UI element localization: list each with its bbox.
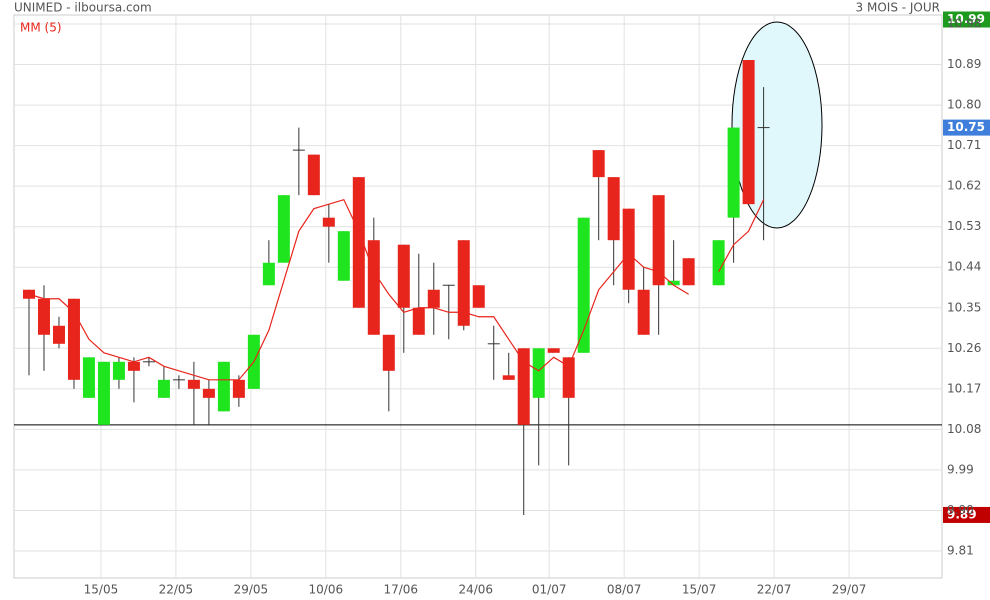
chart-title: UNIMED - ilboursa.com bbox=[14, 1, 152, 15]
candle-body bbox=[97, 361, 110, 425]
candle-body bbox=[712, 240, 725, 286]
candle-body bbox=[382, 334, 395, 371]
x-tick-label: 15/07 bbox=[682, 583, 717, 597]
candle-body bbox=[682, 258, 695, 286]
candle-body bbox=[502, 375, 515, 380]
candle-body bbox=[607, 177, 620, 241]
x-tick-label: 29/05 bbox=[234, 583, 269, 597]
candle-body bbox=[307, 154, 320, 196]
candle-body bbox=[667, 280, 680, 286]
candle-body bbox=[112, 361, 125, 380]
y-tick-label: 10.71 bbox=[947, 138, 981, 152]
y-tick-label: 10.89 bbox=[947, 57, 981, 71]
candle-body bbox=[532, 348, 545, 398]
candle-body bbox=[232, 379, 245, 398]
x-tick-label: 24/06 bbox=[458, 583, 493, 597]
x-tick-label: 29/07 bbox=[832, 583, 867, 597]
price-tag-label: 10.99 bbox=[947, 12, 985, 26]
x-tick-label: 17/06 bbox=[383, 583, 418, 597]
candle-body bbox=[547, 348, 560, 353]
price-tag-label: 10.75 bbox=[947, 120, 985, 134]
candle-body bbox=[397, 244, 410, 308]
candle-body bbox=[262, 262, 275, 286]
candle-body bbox=[22, 289, 35, 299]
y-tick-label: 10.80 bbox=[947, 98, 981, 112]
moving-average-line bbox=[28, 198, 765, 381]
candle-body bbox=[652, 195, 665, 286]
price-tags: 10.99 10.75 9.89 bbox=[943, 11, 990, 523]
candle-body bbox=[82, 357, 95, 398]
candle-body bbox=[457, 240, 470, 326]
candle-body bbox=[187, 379, 200, 389]
candle-body bbox=[157, 379, 170, 398]
y-tick-label: 10.17 bbox=[947, 381, 981, 395]
candle-body bbox=[52, 325, 65, 344]
x-tick-label: 01/07 bbox=[532, 583, 567, 597]
y-tick-label: 10.35 bbox=[947, 300, 981, 314]
candle-body bbox=[742, 60, 755, 205]
candle-body bbox=[727, 127, 740, 218]
y-tick-label: 10.98 bbox=[947, 17, 981, 31]
chart-subtitle: 3 MOIS - JOUR bbox=[856, 1, 940, 15]
y-tick-label: 9.99 bbox=[947, 462, 974, 476]
candle-body bbox=[427, 289, 440, 308]
price-tag bbox=[943, 119, 990, 136]
price-tag bbox=[943, 506, 990, 523]
candle-body bbox=[67, 298, 80, 380]
candle-body bbox=[322, 217, 335, 227]
x-tick-label: 15/05 bbox=[84, 583, 119, 597]
candle-body bbox=[592, 150, 605, 178]
candle-body bbox=[217, 361, 230, 412]
y-tick-label: 9.81 bbox=[947, 543, 974, 557]
plot bbox=[14, 60, 942, 515]
candle-body bbox=[127, 361, 140, 371]
candle-body bbox=[367, 240, 380, 335]
price-tag bbox=[943, 11, 990, 28]
y-tick-label: 9.90 bbox=[947, 503, 974, 517]
y-tick-label: 10.53 bbox=[947, 219, 981, 233]
candle-body bbox=[412, 307, 425, 335]
candle-body bbox=[472, 285, 485, 308]
x-tick-label: 22/07 bbox=[757, 583, 792, 597]
candle-body bbox=[637, 289, 650, 335]
candle-body bbox=[562, 357, 575, 398]
x-tick-label: 22/05 bbox=[159, 583, 194, 597]
candle-body bbox=[277, 195, 290, 263]
candle-body bbox=[337, 231, 350, 281]
candle-body bbox=[622, 208, 635, 290]
candle-body bbox=[202, 388, 215, 398]
y-tick-label: 10.44 bbox=[947, 260, 981, 274]
y-tick-label: 10.08 bbox=[947, 422, 981, 436]
candle-body bbox=[577, 217, 590, 353]
candle-body bbox=[517, 348, 530, 425]
y-tick-label: 10.26 bbox=[947, 341, 981, 355]
x-tick-label: 10/06 bbox=[309, 583, 344, 597]
candle-body bbox=[37, 298, 50, 335]
legend-entry: MM (5) bbox=[20, 21, 62, 35]
price-tag-label: 9.89 bbox=[947, 507, 977, 521]
candle-body bbox=[352, 177, 365, 308]
y-tick-label: 10.62 bbox=[947, 179, 981, 193]
x-tick-label: 08/07 bbox=[607, 583, 642, 597]
